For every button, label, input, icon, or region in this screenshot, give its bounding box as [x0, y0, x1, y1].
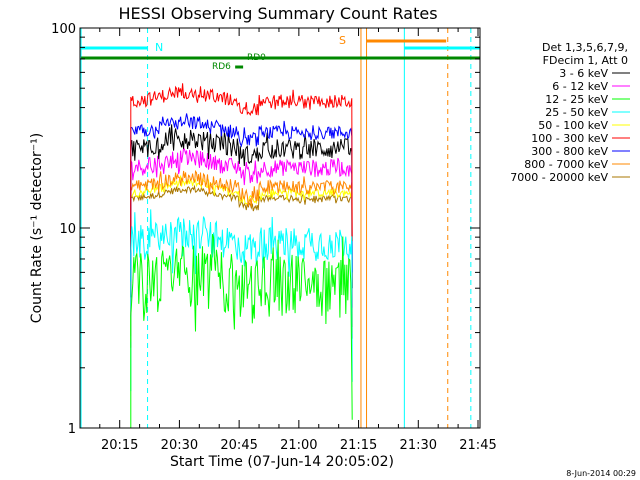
series-trace-2 — [130, 233, 353, 428]
timestamp: 8-Jun-2014 00:29 — [566, 469, 636, 478]
annotation-n: N — [155, 41, 163, 54]
y-tick-label-1: 10 — [59, 222, 76, 237]
y-axis-label: Count Rate (s⁻¹ detector⁻¹) — [29, 133, 45, 323]
x-tick-label-6: 21:45 — [459, 438, 496, 453]
x-axis-label: Start Time (07-Jun-14 20:05:02) — [170, 454, 394, 470]
plot-data — [80, 28, 480, 428]
annotation-s: S — [339, 34, 346, 47]
axis-ticks: 20:15 20:30 20:45 21:00 21:15 21:30 21:45 1 10 10… — [51, 22, 497, 453]
x-tick-label-1: 20:30 — [161, 438, 198, 453]
x-tick-label-0: 20:15 — [101, 438, 138, 453]
legend-label-3: 25 - 50 keV — [545, 106, 608, 119]
series-trace-5 — [130, 83, 353, 251]
legend-label-8: 7000 - 20000 keV — [510, 171, 608, 184]
legend-label-6: 300 - 800 keV — [531, 145, 608, 158]
x-tick-label-4: 21:15 — [340, 438, 377, 453]
y-tick-label-2: 100 — [51, 22, 76, 37]
plot-frame — [79, 27, 481, 429]
legend-label-4: 50 - 100 keV — [538, 119, 608, 132]
x-tick-label-2: 20:45 — [220, 438, 257, 453]
series-trace-0 — [130, 124, 353, 298]
annotation-rd0: RD0 — [247, 53, 266, 63]
legend-label-0: 3 - 6 keV — [559, 67, 608, 80]
series-trace-6 — [130, 113, 353, 282]
legend-header-line-2: FDecim 1, Att 0 — [543, 54, 628, 67]
series-trace-7 — [130, 169, 353, 337]
annotation-rd6: RD6 — [212, 62, 231, 72]
legend-label-1: 6 - 12 keV — [552, 80, 608, 93]
legend-header-line-1: Det 1,3,5,6,7,9, — [542, 41, 628, 54]
x-tick-label-5: 21:30 — [400, 438, 437, 453]
legend-label-7: 800 - 7000 keV — [524, 158, 608, 171]
legend-label-2: 12 - 25 keV — [545, 93, 608, 106]
series-trace-8 — [130, 184, 353, 348]
chart-title: HESSI Observing Summary Count Rates — [118, 4, 437, 23]
legend-label-5: 100 - 300 keV — [531, 132, 608, 145]
series-trace-3 — [130, 209, 353, 392]
series-trace-1 — [130, 146, 353, 317]
y-tick-label-0: 1 — [68, 422, 76, 437]
x-tick-label-3: 21:00 — [280, 438, 317, 453]
